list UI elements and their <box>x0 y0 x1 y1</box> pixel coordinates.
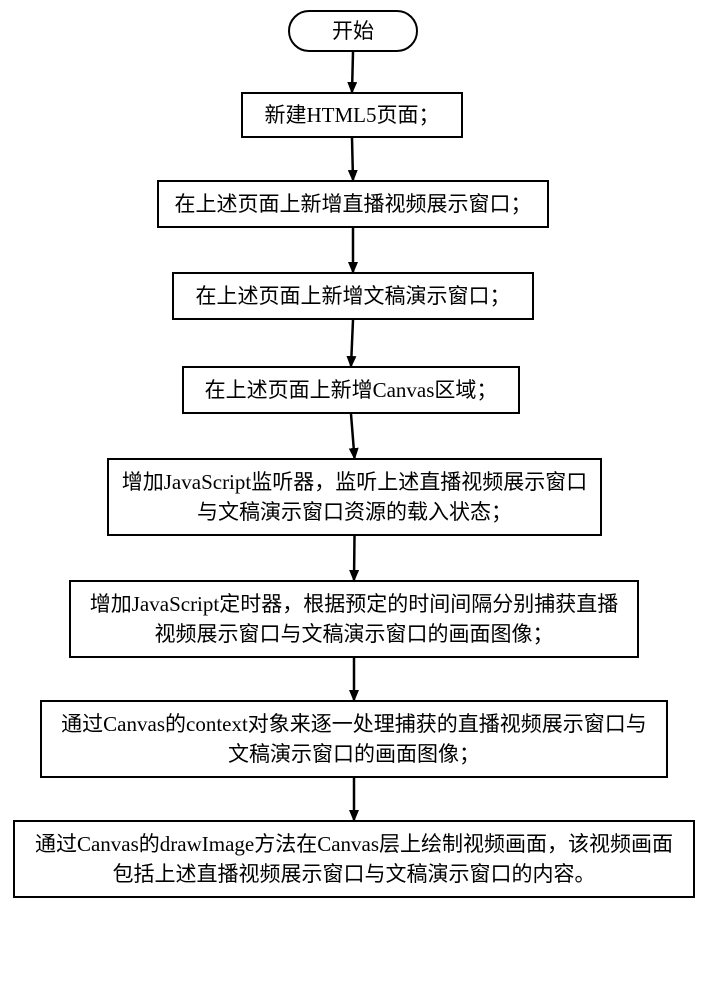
process-node: 通过Canvas的context对象来逐一处理捕获的直播视频展示窗口与文稿演示窗… <box>40 700 668 778</box>
flow-arrow <box>352 138 353 180</box>
process-node: 在上述页面上新增文稿演示窗口； <box>172 272 534 320</box>
process-node: 在上述页面上新增直播视频展示窗口； <box>157 180 549 228</box>
start-node: 开始 <box>288 10 418 52</box>
flowchart-canvas: 开始新建HTML5页面； 在上述页面上新增直播视频展示窗口； 在上述页面上新增文稿演… <box>0 0 705 1000</box>
process-node: 增加JavaScript监听器，监听上述直播视频展示窗口与文稿演示窗口资源的载入… <box>107 458 602 536</box>
node-label: 新建HTML5页面； <box>265 100 440 130</box>
flow-arrow <box>351 320 353 366</box>
node-label: 在上述页面上新增直播视频展示窗口； <box>175 189 532 219</box>
flow-arrow <box>352 52 353 92</box>
node-label: 增加JavaScript监听器，监听上述直播视频展示窗口与文稿演示窗口资源的载入… <box>119 467 590 528</box>
process-node: 新建HTML5页面； <box>241 92 463 138</box>
node-label: 通过Canvas的context对象来逐一处理捕获的直播视频展示窗口与文稿演示窗… <box>52 709 656 770</box>
node-label: 开始 <box>332 16 374 46</box>
process-node: 通过Canvas的drawImage方法在Canvas层上绘制视频画面，该视频画… <box>13 820 695 898</box>
node-label: 增加JavaScript定时器，根据预定的时间间隔分别捕获直播视频展示窗口与文稿… <box>81 589 627 650</box>
node-label: 在上述页面上新增Canvas区域； <box>205 375 498 405</box>
node-label: 通过Canvas的drawImage方法在Canvas层上绘制视频画面，该视频画… <box>25 829 683 890</box>
node-label: 在上述页面上新增文稿演示窗口； <box>196 281 511 311</box>
flow-arrow <box>354 536 355 580</box>
process-node: 在上述页面上新增Canvas区域； <box>182 366 520 414</box>
process-node: 增加JavaScript定时器，根据预定的时间间隔分别捕获直播视频展示窗口与文稿… <box>69 580 639 658</box>
flow-arrow <box>351 414 355 458</box>
